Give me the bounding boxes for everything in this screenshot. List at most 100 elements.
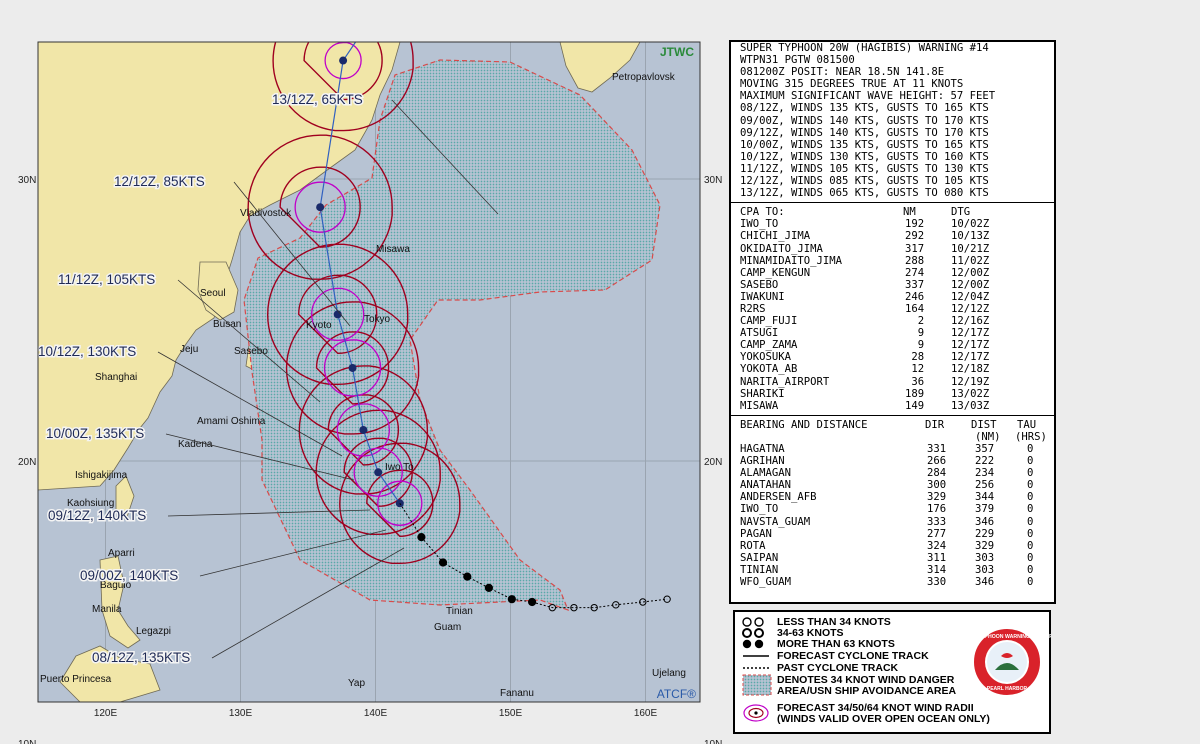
past-position <box>484 583 493 593</box>
lon-label: 120E <box>94 708 118 719</box>
forecast-position <box>333 310 342 319</box>
place-petropavlovsk: Petropavlovsk <box>612 72 676 83</box>
warning-line: 11/12Z, WINDS 105 KTS, GUSTS TO 130 KTS <box>740 162 989 175</box>
leader-line <box>233 181 351 327</box>
lat-label-right: 30N <box>704 175 722 186</box>
cpa-row: CAMP_KENGUN 274 12/00Z <box>740 266 990 279</box>
forecast-position <box>359 425 368 434</box>
cpa-row: OKIDAITO_JIMA 317 10/21Z <box>740 242 990 255</box>
past-position <box>438 558 448 567</box>
bearing-row: PAGAN 277 229 0 <box>740 527 1034 540</box>
warning-line: SUPER TYPHOON 20W (HAGIBIS) WARNING #14 <box>740 42 989 54</box>
philippines-south <box>59 645 161 702</box>
legend-radii-2: (WINDS VALID OVER OPEN OCEAN ONLY) <box>777 713 990 725</box>
forecast-label-tau-10-00z: 10/00Z, 135KTS <box>46 426 144 441</box>
forecast-position <box>348 363 357 372</box>
forecast-track <box>316 42 404 508</box>
place-yap: Yap <box>348 678 365 689</box>
place-manila: Manila <box>92 604 122 615</box>
cpa-row: CHICHI_JIMA 292 10/13Z <box>740 230 990 243</box>
forecast-label-tau-12-12z: 12/12Z, 85KTS <box>114 174 205 189</box>
lon-label: 130E <box>229 708 253 719</box>
map-border <box>37 41 701 703</box>
lon-label: 150E <box>499 708 523 719</box>
forecast-position <box>339 56 348 65</box>
cpa-row: SHARIKI 189 13/02Z <box>740 387 990 400</box>
radii-34kt-ring <box>339 442 461 565</box>
place-vladivostok: Vladivostok <box>240 208 292 219</box>
place-shanghai: Shanghai <box>95 372 137 383</box>
past-position <box>417 533 426 542</box>
radii-50kt-ring <box>327 394 400 466</box>
lat-label-right: 20N <box>704 457 722 468</box>
leader-line <box>177 279 321 403</box>
bearing-row: NAVSTA_GUAM 333 346 0 <box>740 515 1034 528</box>
leader-line <box>157 351 343 457</box>
seal-top-text: JOINT TYPHOON WARNING CENTER <box>971 634 1051 640</box>
place-sasebo: Sasebo <box>234 346 268 357</box>
warning-line: 10/00Z, WINDS 135 KTS, GUSTS TO 165 KTS <box>740 138 989 151</box>
lat-label-left: 10N <box>18 739 36 744</box>
lat-label-right: 10N <box>704 739 722 744</box>
bearing-header: BEARING AND DISTANCE DIR DIST TAU <box>740 418 1037 431</box>
bearing-units: (NM) (HRS) <box>975 430 1047 443</box>
legend-past-track: PAST CYCLONE TRACK <box>777 662 899 674</box>
past-position <box>570 603 578 612</box>
cpa-row: IWO_TO 192 10/02Z <box>740 218 990 231</box>
past-track <box>399 503 671 612</box>
agency-label: JTWC <box>660 45 694 59</box>
luzon <box>99 555 141 649</box>
place-kyoto: Kyoto <box>306 320 332 331</box>
legend: LESS THAN 34 KNOTS 34-63 KNOTS MORE THAN 6… <box>733 610 1051 734</box>
radii-50kt-ring <box>343 437 413 507</box>
legend-danger-2: AREA/USN SHIP AVOIDANCE AREA <box>777 685 957 697</box>
cpa-row: YOKOSUKA 28 12/17Z <box>740 351 990 364</box>
lat-label-left: 30N <box>18 175 36 186</box>
legend-gt63: MORE THAN 63 KNOTS <box>777 638 895 650</box>
leader-line <box>165 433 355 481</box>
place-iwo-to: Iwo To <box>385 462 414 473</box>
cpa-header: CPA TO: NM DTG <box>740 206 971 219</box>
bearing-row: HAGATNA 331 357 0 <box>740 443 1034 455</box>
cpa-row: ATSUGI 9 12/17Z <box>740 327 990 340</box>
legend-danger-1: DENOTES 34 KNOT WIND DANGER <box>777 674 955 686</box>
bearing-row: SAIPAN 311 303 0 <box>740 551 1034 564</box>
warning-panel: SUPER TYPHOON 20W (HAGIBIS) WARNING #14 W… <box>729 40 1056 604</box>
bearing-row: ALAMAGAN 284 234 0 <box>740 467 1034 480</box>
warning-line: 09/12Z, WINDS 140 KTS, GUSTS TO 170 KTS <box>740 126 989 139</box>
warning-line: 08/12Z, WINDS 135 KTS, GUSTS TO 165 KTS <box>740 102 989 115</box>
cpa-row: IWAKUNI 246 12/04Z <box>740 290 990 303</box>
forecast-label-tau-11-12z: 11/12Z, 105KTS <box>58 272 155 287</box>
radii-64kt-ring <box>336 403 391 457</box>
warning-line: 13/12Z, WINDS 065 KTS, GUSTS TO 080 KTS <box>740 187 989 200</box>
taiwan <box>115 475 135 521</box>
past-position <box>639 598 647 606</box>
radii-50kt-ring <box>303 42 383 101</box>
forecast-track-line <box>319 42 401 504</box>
radii-34kt-ring <box>272 42 414 132</box>
place-kadena: Kadena <box>178 439 213 450</box>
forecast-label-tau-09-12z: 09/12Z, 140KTS <box>48 508 146 523</box>
lat-label-left: 20N <box>18 457 36 468</box>
leader-line <box>167 509 371 517</box>
place-fananu: Fananu <box>500 688 534 699</box>
forecast-label-tau-09-00z: 09/00Z, 140KTS <box>80 568 178 583</box>
place-names: Petropavlovsk Vladivostok Misawa Seoul Busan… <box>40 72 686 699</box>
place-jeju: Jeju <box>180 344 198 355</box>
place-tokyo: Tokyo <box>364 314 391 325</box>
seal-bottom-text: PEARL HARBOR <box>987 686 1028 692</box>
cpa-row: SASEBO 337 12/00Z <box>740 278 990 291</box>
bearing-row: IWO_TO 176 379 0 <box>740 503 1034 516</box>
past-position <box>548 603 557 612</box>
kamchatka <box>559 42 641 93</box>
place-tinian: Tinian <box>446 606 473 617</box>
radii-50kt-ring <box>297 274 378 355</box>
bearing-row: ANATAHAN 300 256 0 <box>740 479 1034 492</box>
atcf-label: ATCF® <box>657 687 696 701</box>
radii-64kt-ring <box>294 181 346 233</box>
place-ujelang: Ujelang <box>652 668 686 679</box>
place-aparri: Aparri <box>108 548 135 559</box>
place-misawa: Misawa <box>376 244 410 255</box>
place-baguio: Baguio <box>100 580 132 591</box>
